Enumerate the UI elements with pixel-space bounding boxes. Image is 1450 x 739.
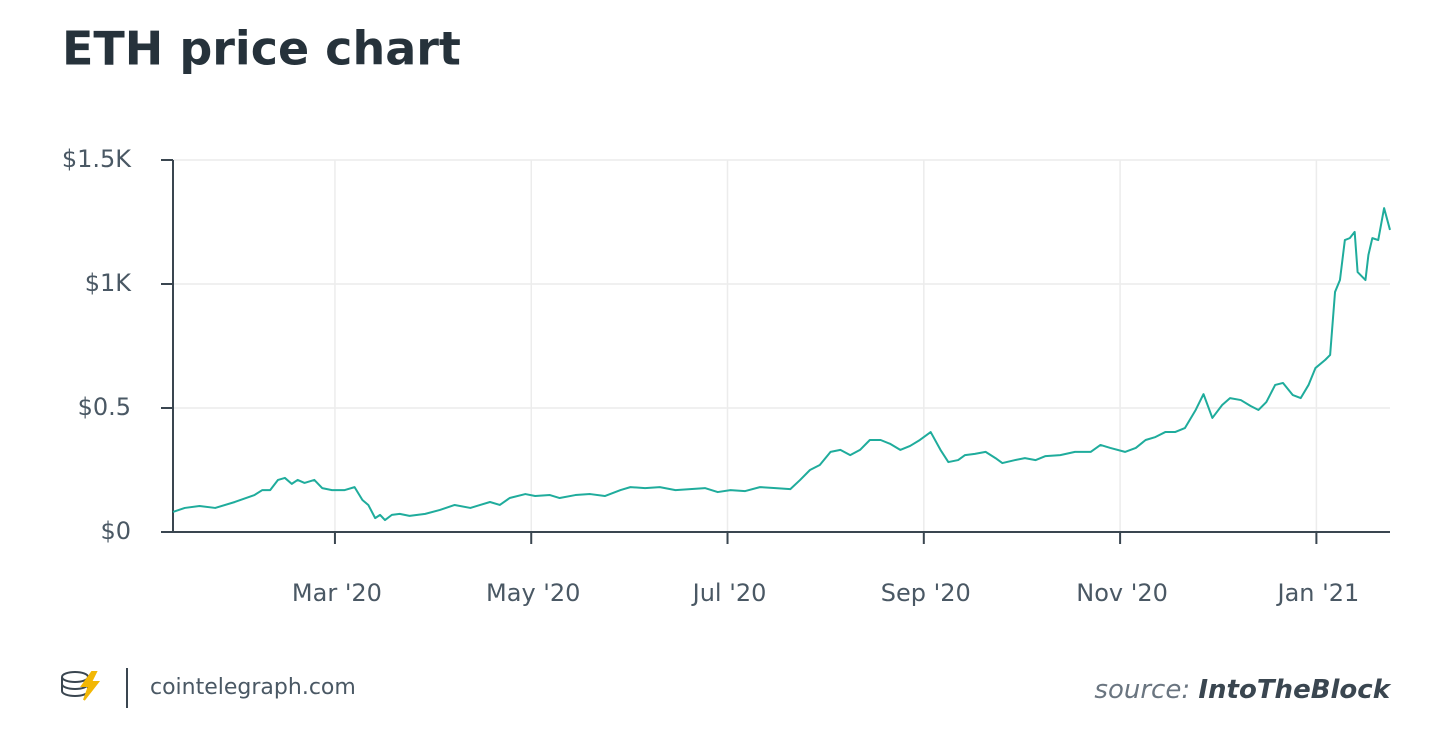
y-tick-label: $0 [100,517,131,545]
y-tick-label: $1K [85,269,133,297]
x-tick-label: Sep '20 [881,579,971,607]
x-tick-label: Nov '20 [1076,579,1168,607]
x-tick-label: Mar '20 [292,579,382,607]
logo [61,671,101,701]
source-name: IntoTheBlock [1198,675,1391,705]
chart-title: ETH price chart [62,22,461,76]
x-tick-label: May '20 [486,579,580,607]
x-tick-label: Jul '20 [691,579,767,607]
x-tick-label: Jan '21 [1276,579,1360,607]
site-name: cointelegraph.com [150,675,356,700]
y-tick-label: $1.5K [62,145,132,173]
source: source: IntoTheBlock [1094,675,1391,705]
source-label: source: [1094,675,1190,705]
price-line [172,207,1391,522]
y-tick-label: $0.5 [78,393,131,421]
